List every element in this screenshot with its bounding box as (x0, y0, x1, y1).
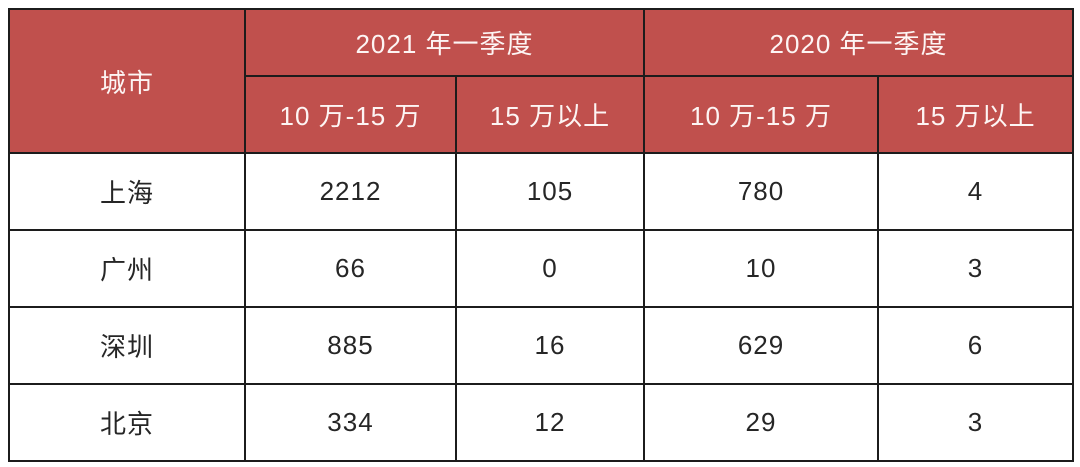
data-cell: 780 (643, 152, 880, 231)
table-row-shanghai: 上海 2212 105 780 4 (8, 152, 1075, 231)
data-cell: 4 (877, 152, 1075, 231)
city-quarter-comparison-table: 城市 2021 年一季度 2020 年一季度 10 万-15 万 15 万以上 … (8, 8, 1075, 462)
data-cell: 66 (244, 229, 457, 308)
data-cell: 6 (877, 306, 1075, 385)
data-cell: 0 (454, 229, 646, 308)
data-cell: 10 (643, 229, 880, 308)
column-group-2020-q1: 2020 年一季度 (643, 8, 1075, 77)
column-header-2020-100k-150k: 10 万-15 万 (643, 75, 880, 154)
data-cell: 12 (454, 383, 646, 462)
city-cell: 上海 (8, 152, 246, 231)
column-group-2021-q1: 2021 年一季度 (243, 8, 646, 77)
data-cell: 16 (454, 306, 646, 385)
table-row-shenzhen: 深圳 885 16 629 6 (8, 306, 1075, 385)
table-row-beijing: 北京 334 12 29 3 (8, 383, 1075, 462)
column-header-city: 城市 (8, 8, 246, 154)
city-cell: 北京 (8, 383, 246, 462)
data-cell: 3 (877, 229, 1075, 308)
data-cell: 629 (643, 306, 880, 385)
data-cell: 2212 (244, 152, 457, 231)
header-group-row: 城市 2021 年一季度 2020 年一季度 (8, 8, 1075, 154)
header-sub-row: 10 万-15 万 15 万以上 10 万-15 万 15 万以上 (9, 75, 1075, 154)
data-cell: 3 (877, 383, 1075, 462)
data-cell: 105 (454, 152, 646, 231)
column-header-2021-100k-150k: 10 万-15 万 (244, 75, 457, 154)
column-header-2020-over-150k: 15 万以上 (877, 75, 1075, 154)
table-body: 上海 2212 105 780 4 广州 66 0 10 3 深圳 885 16… (8, 152, 1075, 462)
column-header-2021-over-150k: 15 万以上 (454, 75, 646, 154)
data-cell: 29 (643, 383, 880, 462)
data-cell: 334 (244, 383, 457, 462)
city-cell: 广州 (8, 229, 246, 308)
data-cell: 885 (244, 306, 457, 385)
city-cell: 深圳 (8, 306, 246, 385)
table-header: 城市 2021 年一季度 2020 年一季度 10 万-15 万 15 万以上 … (8, 8, 1075, 154)
table-row-guangzhou: 广州 66 0 10 3 (8, 229, 1075, 308)
